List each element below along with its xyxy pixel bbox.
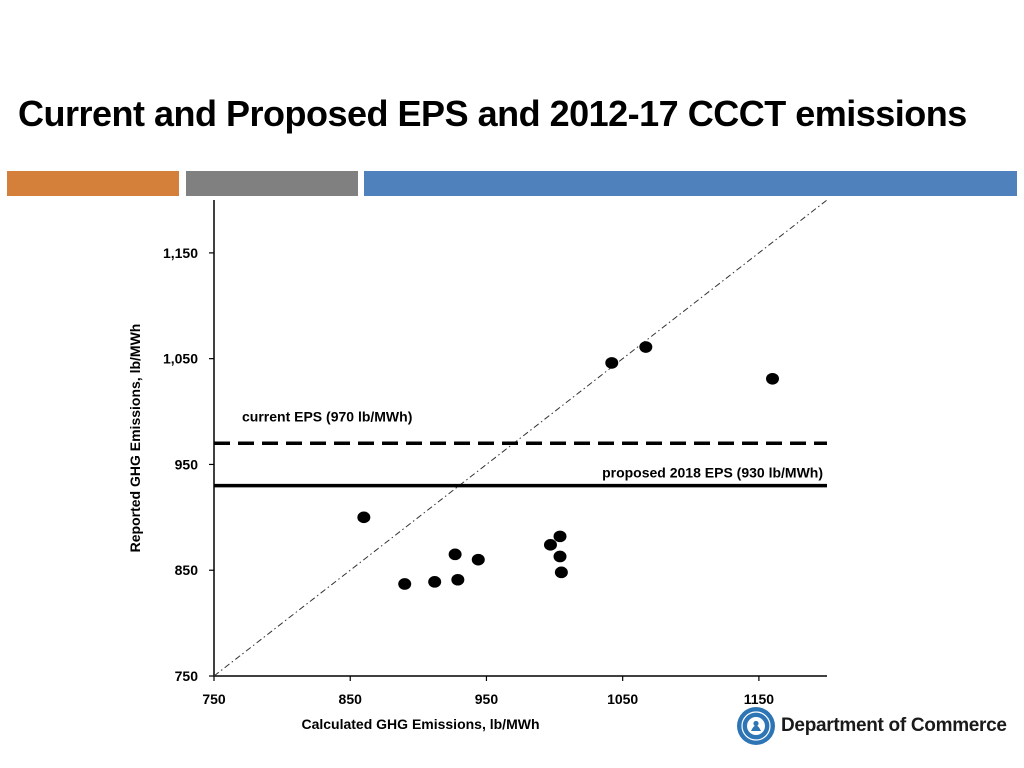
y-tick-label: 750 (175, 668, 199, 684)
data-point (428, 576, 442, 588)
slide-title: Current and Proposed EPS and 2012-17 CCC… (18, 93, 967, 134)
y-tick-label: 1,050 (163, 351, 198, 367)
proposed-eps-label: proposed 2018 EPS (930 lb/MWh) (602, 465, 823, 481)
data-point (398, 578, 412, 590)
accent-bar-gray (186, 171, 358, 196)
x-tick-label: 950 (475, 691, 499, 707)
data-point (639, 341, 653, 353)
data-point (553, 530, 567, 543)
y-axis-title: Reported GHG Emissions, lb/MWh (127, 324, 143, 553)
data-point (766, 372, 780, 385)
x-tick-label: 850 (339, 691, 363, 707)
data-point (605, 357, 619, 369)
department-of-commerce-wordmark: Department of Commerce (781, 715, 1007, 736)
x-axis-title: Calculated GHG Emissions, lb/MWh (301, 716, 539, 732)
data-point (554, 566, 568, 579)
current-eps-label: current EPS (970 lb/MWh) (242, 408, 412, 424)
x-tick-label: 1050 (607, 691, 638, 707)
data-point (471, 553, 485, 566)
y-tick-label: 850 (175, 562, 199, 578)
x-tick-label: 1150 (744, 691, 775, 707)
y-tick-label: 950 (175, 456, 199, 472)
y-tick-label: 1,150 (163, 245, 198, 261)
data-point (357, 511, 371, 524)
data-point (451, 573, 465, 586)
x-tick-label: 750 (202, 691, 226, 707)
data-point (553, 550, 567, 563)
data-point (543, 539, 557, 551)
washington-state-seal-icon (737, 707, 775, 745)
accent-bar-blue (364, 171, 1017, 196)
one-to-one-reference-line (213, 199, 828, 677)
data-point (448, 548, 462, 561)
accent-bar-orange (7, 171, 179, 196)
